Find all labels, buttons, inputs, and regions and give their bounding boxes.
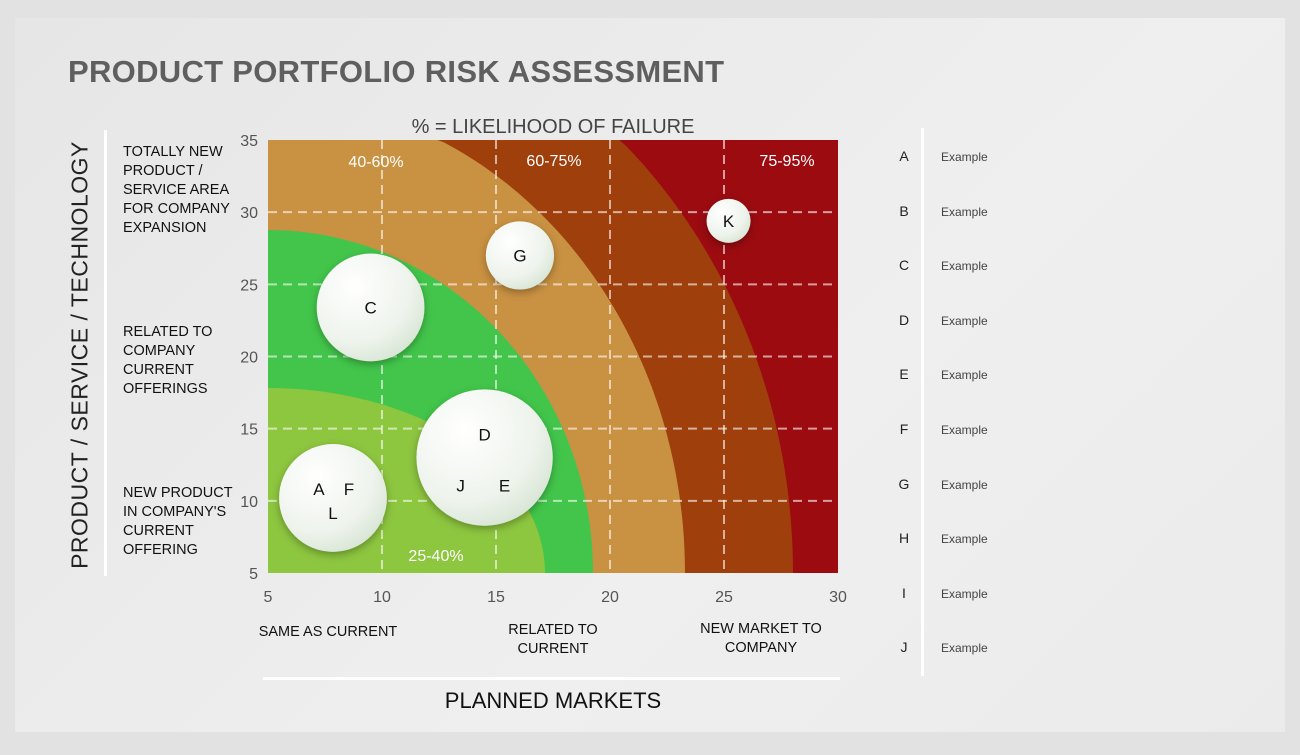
bubble-g[interactable]: G (485, 221, 555, 290)
y-tick-label: 10 (240, 494, 258, 511)
bubble-label: D (478, 426, 490, 445)
x-category-same: SAME AS CURRENT (258, 624, 398, 640)
bubble-label: A (313, 480, 325, 499)
y-axis-divider (104, 130, 107, 576)
y-tick-label: 5 (249, 566, 258, 583)
legend-letter: J (900, 639, 908, 656)
y-tick-label: 20 (240, 350, 258, 367)
legend-letter: A (899, 148, 909, 164)
zone-label: 75-95% (759, 153, 814, 170)
bubble-label: J (456, 477, 465, 496)
legend-text: Example (941, 641, 988, 656)
legend-text: Example (941, 204, 988, 219)
y-category-related: RELATED TO COMPANY CURRENT OFFERINGS (123, 324, 213, 397)
x-axis-title: PLANNED MARKETS (444, 688, 662, 713)
y-tick-label: 30 (240, 205, 258, 222)
legend-text: Example (941, 423, 988, 437)
x-tick-label: 30 (829, 589, 847, 606)
zone-label: 60-75% (526, 153, 581, 170)
bubble-label: F (344, 480, 354, 499)
zone-label: 40-60% (348, 154, 403, 171)
legend-divider (921, 128, 924, 676)
bubble-label: G (513, 246, 526, 265)
bubble-dje[interactable]: D J E (416, 389, 553, 526)
y-category-new-area: TOTALLY NEW PRODUCT / SERVICE AREA FOR C… (123, 144, 230, 236)
legend-letter: C (898, 257, 910, 274)
x-tick-label: 25 (715, 589, 733, 606)
bubble-c[interactable]: C (316, 253, 425, 362)
y-tick-label: 15 (240, 422, 258, 439)
x-category-new: NEW MARKET TO COMPANY (700, 621, 822, 656)
legend-letter: F (899, 421, 909, 437)
legend-letter: D (898, 311, 910, 328)
y-tick-label: 25 (240, 277, 258, 294)
bubble-circle (706, 198, 751, 243)
bubble-k[interactable]: K (706, 198, 751, 243)
y-category-current: NEW PRODUCT IN COMPANY'S CURRENT OFFERIN… (123, 485, 233, 558)
legend-letter: E (899, 366, 909, 383)
legend-text: Example (941, 259, 988, 274)
x-tick-label: 15 (487, 589, 505, 606)
y-tick-label: 35 (240, 133, 258, 150)
legend-text: Example (941, 150, 988, 164)
legend-letter: B (899, 202, 909, 219)
legend-letter: H (898, 530, 910, 547)
bubble-label: K (723, 212, 735, 231)
bubble-circle (279, 444, 387, 552)
legend-text: Example (941, 532, 988, 547)
legend-text: Example (941, 368, 988, 383)
legend-letter: G (898, 475, 910, 492)
x-tick-label: 20 (601, 589, 619, 606)
bubble-circle (416, 389, 553, 526)
x-tick-label: 10 (373, 589, 391, 606)
chart-title: % = LIKELIHOOD OF FAILURE (412, 116, 695, 138)
x-category-related: RELATED TO CURRENT (508, 622, 598, 657)
legend-text: Example (941, 313, 988, 328)
bubble-circle (316, 253, 425, 362)
legend-text: Example (941, 477, 988, 492)
legend-letter: I (902, 584, 906, 601)
page-title: PRODUCT PORTFOLIO RISK ASSESSMENT (68, 54, 725, 89)
bubble-circle (485, 221, 555, 290)
x-tick-label: 5 (264, 589, 273, 606)
bubble-label: C (364, 298, 376, 317)
bubble-label: L (328, 504, 337, 523)
x-axis-divider (263, 677, 840, 680)
bubble-label: E (499, 477, 510, 496)
legend-text: Example (941, 586, 988, 601)
bubble-afl[interactable]: A FL (279, 444, 387, 552)
zone-label: 25-40% (408, 548, 463, 565)
